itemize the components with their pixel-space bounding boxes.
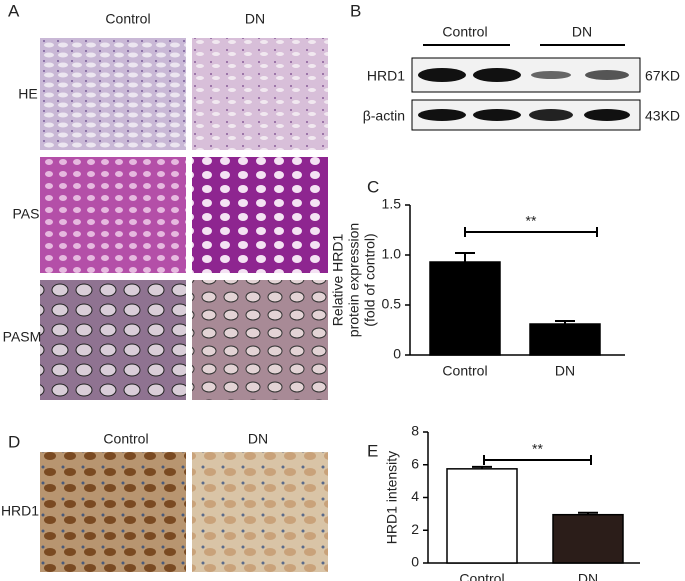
western-blot — [411, 44, 641, 131]
x-tick-label: DN — [578, 571, 598, 581]
y-axis-label: (fold of control) — [362, 233, 378, 326]
band-label: β-actin — [363, 108, 405, 124]
group-label: DN — [572, 24, 592, 40]
column-label: DN — [248, 431, 268, 447]
micrographs — [40, 38, 328, 572]
row-label: HRD1 — [1, 503, 39, 519]
y-axis-label: Relative HRD1 — [330, 233, 346, 326]
panel-letter: D — [8, 432, 20, 451]
y-tick-label: 0.5 — [382, 296, 402, 312]
panel-letter: B — [350, 1, 361, 20]
bar — [529, 323, 601, 356]
panel-letter: A — [8, 1, 20, 20]
band-size: 67KD — [645, 68, 680, 84]
x-tick-label: Control — [459, 571, 504, 581]
y-tick-label: 1.5 — [382, 196, 402, 212]
y-axis-label: protein expression — [346, 223, 362, 337]
column-label: Control — [103, 431, 148, 447]
y-tick-label: 8 — [411, 423, 419, 439]
x-tick-label: Control — [442, 363, 487, 379]
x-tick-label: DN — [555, 363, 575, 379]
y-axis-label: HRD1 intensity — [384, 451, 400, 544]
y-tick-label: 0 — [393, 346, 401, 362]
row-label: PASM — [3, 329, 42, 345]
panel-letter: C — [367, 177, 379, 196]
row-label: PAS — [13, 206, 40, 222]
band-label: HRD1 — [367, 68, 405, 84]
group-label: Control — [442, 24, 487, 40]
y-tick-label: 1.0 — [382, 246, 402, 262]
significance-label: ** — [532, 441, 543, 457]
y-tick-label: 4 — [411, 488, 419, 504]
y-tick-label: 2 — [411, 521, 419, 537]
panel-letter: E — [367, 441, 378, 460]
bar — [446, 468, 518, 564]
significance-label: ** — [526, 213, 537, 229]
column-label: Control — [105, 11, 150, 27]
bar — [552, 513, 624, 564]
y-tick-label: 6 — [411, 455, 419, 471]
band-size: 43KD — [645, 108, 680, 124]
column-label: DN — [245, 11, 265, 27]
bar — [429, 261, 501, 356]
y-tick-label: 0 — [411, 554, 419, 570]
row-label: HE — [18, 86, 37, 102]
